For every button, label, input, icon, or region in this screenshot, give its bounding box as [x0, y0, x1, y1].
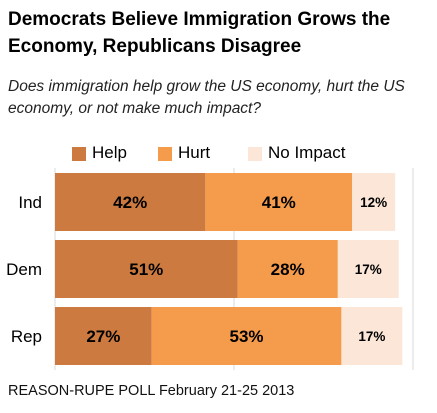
- bar-dem-no-impact: [337, 240, 399, 298]
- data-label-dem-hurt: 28%: [271, 260, 305, 279]
- category-label-dem: Dem: [6, 260, 42, 279]
- bar-dem-help: [55, 240, 238, 298]
- bar-rep-no-impact: [341, 307, 403, 365]
- legend-swatch-hurt: [158, 147, 172, 161]
- chart-subtitle: Does immigration help grow the US econom…: [8, 78, 405, 117]
- legend-swatch-no-impact: [248, 147, 262, 161]
- source-note: REASON-RUPE POLL February 21-25 2013: [8, 383, 295, 399]
- bar-rep-help: [55, 307, 152, 365]
- legend-swatch-help: [72, 147, 86, 161]
- category-label-ind: Ind: [18, 193, 42, 212]
- legend-label-help: Help: [92, 143, 127, 162]
- legend-label-hurt: Hurt: [178, 143, 211, 162]
- data-label-ind-hurt: 41%: [262, 193, 296, 212]
- legend-label-no-impact: No Impact: [268, 143, 346, 162]
- category-label-rep: Rep: [11, 327, 42, 346]
- data-label-rep-help: 27%: [86, 327, 120, 346]
- chart-title: Democrats Believe Immigration Grows the …: [8, 9, 391, 57]
- bar-dem-hurt: [237, 240, 338, 298]
- data-label-rep-hurt: 53%: [230, 327, 264, 346]
- data-label-dem-no-impact: 17%: [355, 262, 382, 277]
- bar-rep-hurt: [151, 307, 342, 365]
- data-label-ind-no-impact: 12%: [360, 195, 387, 210]
- bar-ind-help: [55, 173, 206, 231]
- data-label-ind-help: 42%: [113, 193, 147, 212]
- data-label-dem-help: 51%: [129, 260, 163, 279]
- data-label-rep-no-impact: 17%: [358, 329, 385, 344]
- bar-ind-no-impact: [352, 173, 396, 231]
- bar-ind-hurt: [205, 173, 353, 231]
